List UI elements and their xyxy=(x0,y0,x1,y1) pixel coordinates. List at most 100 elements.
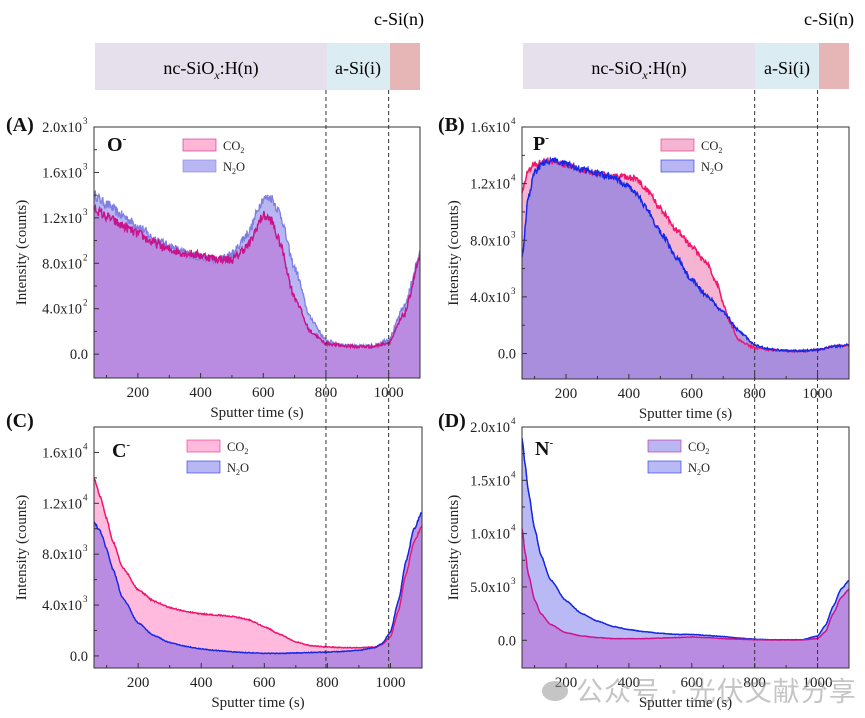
y-tick-exponent: 3 xyxy=(511,229,516,239)
y-tick-label: 1.2x10 xyxy=(470,177,510,193)
layer-a-si xyxy=(755,43,819,89)
layer-nc-sioxh xyxy=(95,43,327,90)
series-group xyxy=(94,189,420,378)
y-tick-label: 1.6x10 xyxy=(42,445,82,461)
x-axis-title: Sputter time (s) xyxy=(211,695,304,711)
legend-swatch xyxy=(660,159,695,173)
legend-item-n2o: N2O xyxy=(647,460,710,477)
y-tick-label: 5.0x10 xyxy=(470,580,510,596)
legend-swatch xyxy=(647,460,682,474)
panel-c-carbon: 200 400 600 800 1000 Sputter time (s) 0.0 4.0x1… xyxy=(6,410,423,711)
layer-nc-label: nc-SiOx:H(n) xyxy=(591,58,686,82)
x-tick-label: 200 xyxy=(555,386,578,402)
y-tick-label: 1.6x10 xyxy=(42,165,82,181)
y-tick-label: 4.0x10 xyxy=(470,290,510,306)
y-tick-label: 4.0x10 xyxy=(42,598,82,614)
legend-label: N2O xyxy=(688,461,710,477)
series-group xyxy=(94,477,422,668)
layer-c-si xyxy=(819,43,849,89)
layer-a-si xyxy=(327,43,390,90)
x-tick-label: 800 xyxy=(316,675,339,691)
legend-label: N2O xyxy=(223,160,245,176)
y-tick-exponent: 4 xyxy=(83,492,88,502)
series-line-n2o xyxy=(94,512,422,655)
y-axis-title: Intensity (counts) xyxy=(14,495,30,600)
layer-c-si-label: c-Si(n) xyxy=(804,9,854,30)
layer-a-si-label: a-Si(i) xyxy=(335,58,381,79)
plot-frame xyxy=(521,426,850,669)
y-tick-exponent: 3 xyxy=(83,161,88,171)
y-tick-exponent: 3 xyxy=(83,116,88,126)
legend-swatch xyxy=(186,439,221,453)
series-line-co2 xyxy=(94,477,422,649)
y-tick-label: 1.2x10 xyxy=(42,211,82,227)
plot-frame xyxy=(93,126,421,379)
y-tick-label: 8.0x10 xyxy=(42,547,82,563)
legend-label: N2O xyxy=(701,160,723,176)
x-tick-label: 400 xyxy=(189,385,212,401)
x-tick-label: 200 xyxy=(127,675,150,691)
x-tick-label: 1000 xyxy=(375,675,405,691)
layer-bar-right: nc-SiOx:H(n) a-Si(i) c-Si(n) xyxy=(523,9,854,89)
species-label: O- xyxy=(107,133,127,156)
overlap-fill xyxy=(522,528,849,668)
y-tick-exponent: 4 xyxy=(511,523,516,533)
legend-item-n2o: N2O xyxy=(182,159,245,176)
y-tick-label: 1.5x10 xyxy=(470,473,510,489)
x-tick-label: 1000 xyxy=(803,675,833,691)
watermark-text: 公众号 · 光伏文献分享 xyxy=(576,677,857,708)
x-tick-label: 400 xyxy=(618,675,641,691)
legend-item-n2o: N2O xyxy=(660,159,723,176)
series-line-co2 xyxy=(94,203,420,350)
series-line-co2 xyxy=(522,528,849,641)
legend-swatch xyxy=(647,439,682,453)
species-label: C- xyxy=(112,439,130,462)
y-tick-exponent: 4 xyxy=(511,173,516,183)
y-tick-label: 8.0x10 xyxy=(42,256,82,272)
x-tick-label: 600 xyxy=(681,675,704,691)
y-tick-exponent: 3 xyxy=(511,286,516,296)
y-tick-label: 2.0x10 xyxy=(42,120,82,136)
legend-item-co2: CO2 xyxy=(660,138,722,155)
y-axis-title: Intensity (counts) xyxy=(446,200,462,305)
overlap-fill xyxy=(94,206,420,378)
x-tick-label: 800 xyxy=(743,675,766,691)
legend-swatch xyxy=(186,460,221,474)
y-tick-exponent: 3 xyxy=(83,594,88,604)
layer-c-si xyxy=(390,43,420,90)
legend-label: CO2 xyxy=(688,440,709,456)
panel-label: (A) xyxy=(6,114,34,136)
legend-label: N2O xyxy=(227,461,249,477)
watermark: 公众号 · 光伏文献分享 xyxy=(542,670,857,709)
x-tick-label: 600 xyxy=(252,385,275,401)
y-tick-label: 2.0x10 xyxy=(470,420,510,436)
x-axis-title: Sputter time (s) xyxy=(210,405,303,421)
series-group xyxy=(522,156,849,379)
y-tick-label: 0.0 xyxy=(70,649,88,665)
y-tick-exponent: 3 xyxy=(83,207,88,217)
legend-item-co2: CO2 xyxy=(647,439,709,456)
y-tick-exponent: 4 xyxy=(511,469,516,479)
series-fill-co2 xyxy=(94,478,422,668)
layer-nc-label: nc-SiOx:H(n) xyxy=(163,58,258,82)
plot-frame xyxy=(93,426,423,669)
plot-frame xyxy=(521,126,850,380)
series-group xyxy=(522,437,849,668)
legend-item-co2: CO2 xyxy=(186,439,248,456)
x-axis-title: Sputter time (s) xyxy=(639,406,732,422)
legend-swatch xyxy=(182,138,217,152)
x-tick-label: 600 xyxy=(253,675,276,691)
y-tick-exponent: 4 xyxy=(511,116,516,126)
legend-label: CO2 xyxy=(701,139,722,155)
y-tick-label: 8.0x10 xyxy=(470,233,510,249)
y-tick-label: 4.0x10 xyxy=(42,302,82,318)
legend-swatch xyxy=(660,138,695,152)
layer-bar-left: nc-SiOx:H(n) a-Si(i) c-Si(n) xyxy=(95,9,424,90)
species-label: N- xyxy=(535,437,553,460)
x-tick-label: 600 xyxy=(681,386,704,402)
x-tick-label: 400 xyxy=(618,386,641,402)
